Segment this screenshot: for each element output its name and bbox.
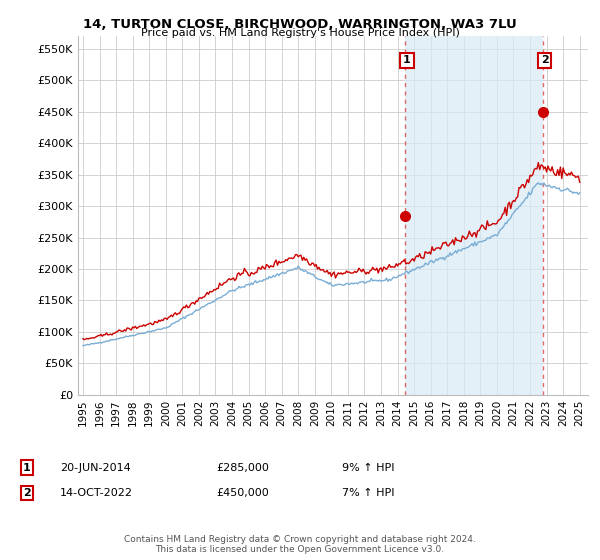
Text: 2: 2	[23, 488, 31, 498]
Text: 20-JUN-2014: 20-JUN-2014	[60, 463, 131, 473]
Text: £285,000: £285,000	[216, 463, 269, 473]
Bar	[406, 36, 543, 395]
Text: 14, TURTON CLOSE, BIRCHWOOD, WARRINGTON, WA3 7LU: 14, TURTON CLOSE, BIRCHWOOD, WARRINGTON,…	[83, 18, 517, 31]
Text: 9% ↑ HPI: 9% ↑ HPI	[342, 463, 395, 473]
Text: 2: 2	[541, 55, 548, 66]
Text: 7% ↑ HPI: 7% ↑ HPI	[342, 488, 395, 498]
Text: Contains HM Land Registry data © Crown copyright and database right 2024.
This d: Contains HM Land Registry data © Crown c…	[124, 535, 476, 554]
Text: 1: 1	[403, 55, 411, 66]
Text: 14-OCT-2022: 14-OCT-2022	[60, 488, 133, 498]
Text: 1: 1	[23, 463, 31, 473]
Text: £450,000: £450,000	[216, 488, 269, 498]
Text: Price paid vs. HM Land Registry's House Price Index (HPI): Price paid vs. HM Land Registry's House …	[140, 28, 460, 38]
